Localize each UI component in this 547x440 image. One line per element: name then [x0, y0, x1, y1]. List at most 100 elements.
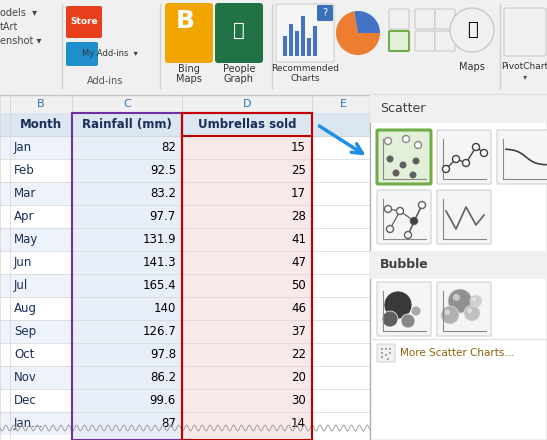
- Text: 👤: 👤: [233, 21, 245, 40]
- Circle shape: [470, 295, 482, 307]
- Text: Store: Store: [70, 18, 98, 26]
- Text: 25: 25: [291, 164, 306, 177]
- Circle shape: [397, 208, 404, 214]
- Circle shape: [385, 137, 392, 144]
- Text: 50: 50: [291, 279, 306, 292]
- Bar: [0, 95, 547, 440]
- Text: 140: 140: [154, 302, 176, 315]
- Circle shape: [464, 305, 480, 321]
- Text: Add-ins: Add-ins: [87, 76, 123, 86]
- Circle shape: [463, 159, 469, 166]
- Circle shape: [415, 142, 422, 148]
- Circle shape: [467, 308, 472, 313]
- Text: Charts: Charts: [290, 74, 320, 83]
- Text: 47: 47: [291, 256, 306, 269]
- Circle shape: [480, 150, 487, 157]
- Text: B: B: [37, 99, 45, 109]
- Bar: [370, 251, 547, 279]
- FancyBboxPatch shape: [389, 31, 409, 51]
- Circle shape: [473, 297, 476, 301]
- Bar: [370, 95, 547, 440]
- Bar: [301, 16, 305, 56]
- Bar: [289, 24, 293, 56]
- Circle shape: [404, 231, 411, 238]
- FancyBboxPatch shape: [66, 6, 102, 38]
- Text: Feb: Feb: [14, 164, 35, 177]
- Circle shape: [389, 348, 391, 350]
- Text: 17: 17: [291, 187, 306, 200]
- Wedge shape: [336, 11, 380, 55]
- Bar: [295, 31, 299, 56]
- Bar: [0, 95, 547, 113]
- Circle shape: [393, 169, 399, 176]
- Circle shape: [384, 291, 412, 319]
- Text: People: People: [223, 64, 255, 74]
- Text: Aug: Aug: [14, 302, 37, 315]
- Text: PivotChart: PivotChart: [502, 62, 547, 71]
- Text: tArt: tArt: [0, 22, 19, 32]
- Text: Bing: Bing: [178, 64, 200, 74]
- Circle shape: [401, 314, 415, 328]
- Text: 126.7: 126.7: [142, 325, 176, 338]
- FancyBboxPatch shape: [504, 8, 546, 56]
- FancyBboxPatch shape: [165, 3, 213, 63]
- Circle shape: [410, 217, 417, 224]
- Circle shape: [381, 348, 383, 350]
- Bar: [182, 113, 312, 136]
- Text: 87: 87: [161, 417, 176, 430]
- Text: Month: Month: [20, 118, 62, 131]
- FancyBboxPatch shape: [317, 5, 333, 21]
- Text: Jul: Jul: [14, 279, 28, 292]
- Bar: [0, 320, 72, 343]
- Circle shape: [387, 225, 393, 232]
- FancyBboxPatch shape: [215, 3, 263, 63]
- Bar: [0, 113, 380, 136]
- Circle shape: [418, 202, 426, 209]
- Text: Graph: Graph: [224, 74, 254, 84]
- Circle shape: [453, 294, 460, 301]
- Text: May: May: [14, 233, 38, 246]
- Text: Nov: Nov: [14, 371, 37, 384]
- Text: enshot ▾: enshot ▾: [0, 36, 42, 46]
- Circle shape: [382, 311, 398, 327]
- Text: 141.3: 141.3: [142, 256, 176, 269]
- Bar: [182, 113, 312, 440]
- Text: Maps: Maps: [459, 62, 485, 72]
- Circle shape: [450, 8, 494, 52]
- FancyBboxPatch shape: [377, 130, 431, 184]
- Text: D: D: [243, 99, 251, 109]
- Circle shape: [410, 172, 416, 179]
- Text: Mar: Mar: [14, 187, 36, 200]
- Text: odels  ▾: odels ▾: [0, 8, 37, 18]
- Bar: [0, 274, 72, 297]
- Text: 165.4: 165.4: [142, 279, 176, 292]
- Circle shape: [412, 158, 420, 165]
- Text: Rainfall (mm): Rainfall (mm): [82, 118, 172, 131]
- Circle shape: [389, 352, 391, 354]
- Bar: [370, 95, 547, 123]
- Circle shape: [381, 356, 383, 358]
- Bar: [283, 36, 287, 56]
- Text: 30: 30: [291, 394, 306, 407]
- Circle shape: [448, 289, 472, 313]
- FancyBboxPatch shape: [66, 42, 98, 66]
- Text: B: B: [176, 9, 195, 33]
- Text: Maps: Maps: [176, 74, 202, 84]
- Text: 97.8: 97.8: [150, 348, 176, 361]
- Text: Apr: Apr: [14, 210, 34, 223]
- Bar: [0, 366, 72, 389]
- Text: 99.6: 99.6: [150, 394, 176, 407]
- FancyBboxPatch shape: [377, 344, 395, 362]
- Circle shape: [385, 354, 387, 356]
- FancyBboxPatch shape: [377, 282, 431, 336]
- Bar: [0, 136, 72, 159]
- Text: 131.9: 131.9: [142, 233, 176, 246]
- FancyBboxPatch shape: [377, 190, 431, 244]
- Text: More Scatter Charts...: More Scatter Charts...: [400, 348, 515, 358]
- Text: 82: 82: [161, 141, 176, 154]
- Text: 14: 14: [291, 417, 306, 430]
- Text: 20: 20: [291, 371, 306, 384]
- Text: 15: 15: [291, 141, 306, 154]
- Text: Bubble: Bubble: [380, 258, 429, 271]
- FancyBboxPatch shape: [276, 4, 334, 62]
